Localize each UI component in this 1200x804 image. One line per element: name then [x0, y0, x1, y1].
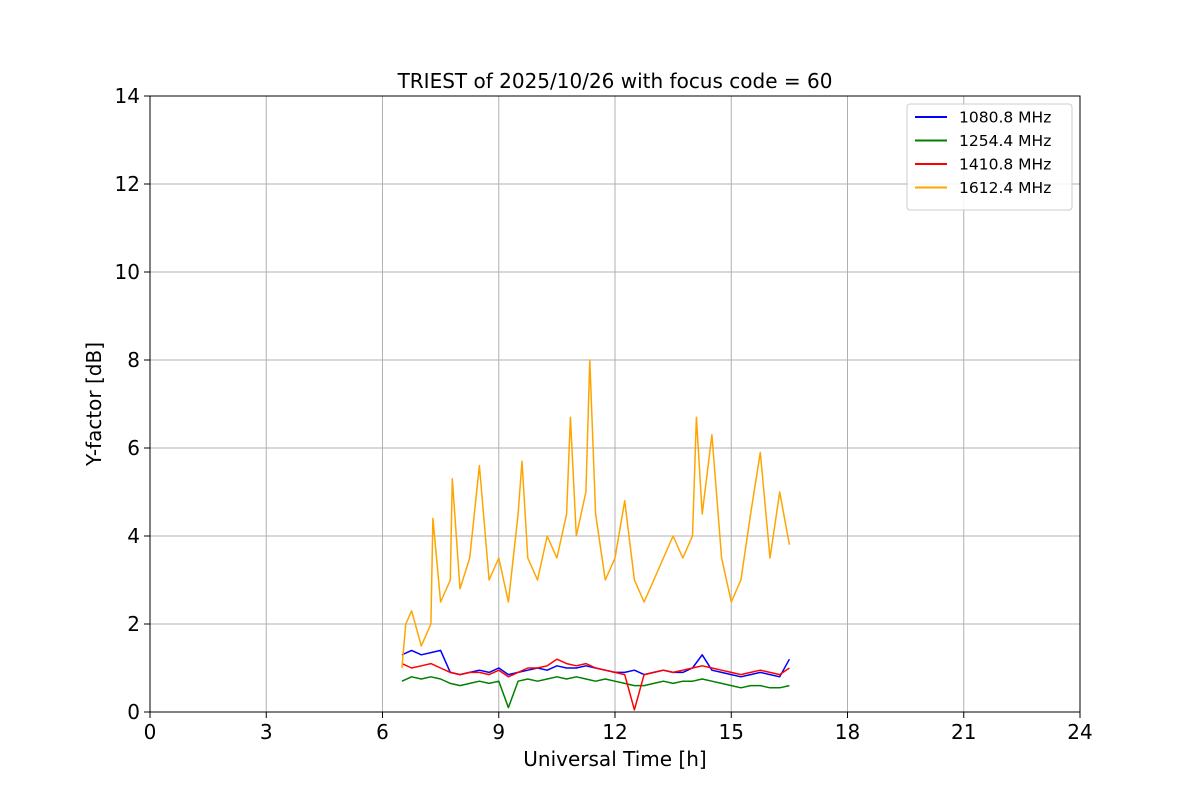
x-tick-label: 9 [492, 720, 505, 744]
y-tick-label: 8 [127, 348, 140, 372]
legend-label: 1080.8 MHz [959, 109, 1051, 127]
x-axis-label: Universal Time [h] [523, 747, 706, 771]
y-axis-label: Y-factor [dB] [82, 342, 106, 467]
legend-label: 1254.4 MHz [959, 132, 1051, 150]
x-tick-label: 21 [951, 720, 976, 744]
chart-title: TRIEST of 2025/10/26 with focus code = 6… [397, 69, 833, 93]
legend-label: 1612.4 MHz [959, 179, 1051, 197]
x-tick-label: 6 [376, 720, 389, 744]
x-tick-label: 12 [602, 720, 627, 744]
x-tick-label: 24 [1067, 720, 1092, 744]
y-tick-label: 0 [127, 700, 140, 724]
y-tick-label: 2 [127, 612, 140, 636]
x-tick-label: 0 [144, 720, 157, 744]
y-tick-label: 12 [115, 172, 140, 196]
y-tick-label: 10 [115, 260, 140, 284]
x-tick-label: 18 [835, 720, 860, 744]
y-tick-label: 6 [127, 436, 140, 460]
x-tick-label: 3 [260, 720, 273, 744]
y-tick-label: 4 [127, 524, 140, 548]
x-tick-label: 15 [719, 720, 744, 744]
legend-label: 1410.8 MHz [959, 156, 1051, 174]
legend: 1080.8 MHz 1254.4 MHz 1410.8 MHz 1612.4 MHz [907, 104, 1072, 210]
y-tick-label: 14 [115, 84, 140, 108]
